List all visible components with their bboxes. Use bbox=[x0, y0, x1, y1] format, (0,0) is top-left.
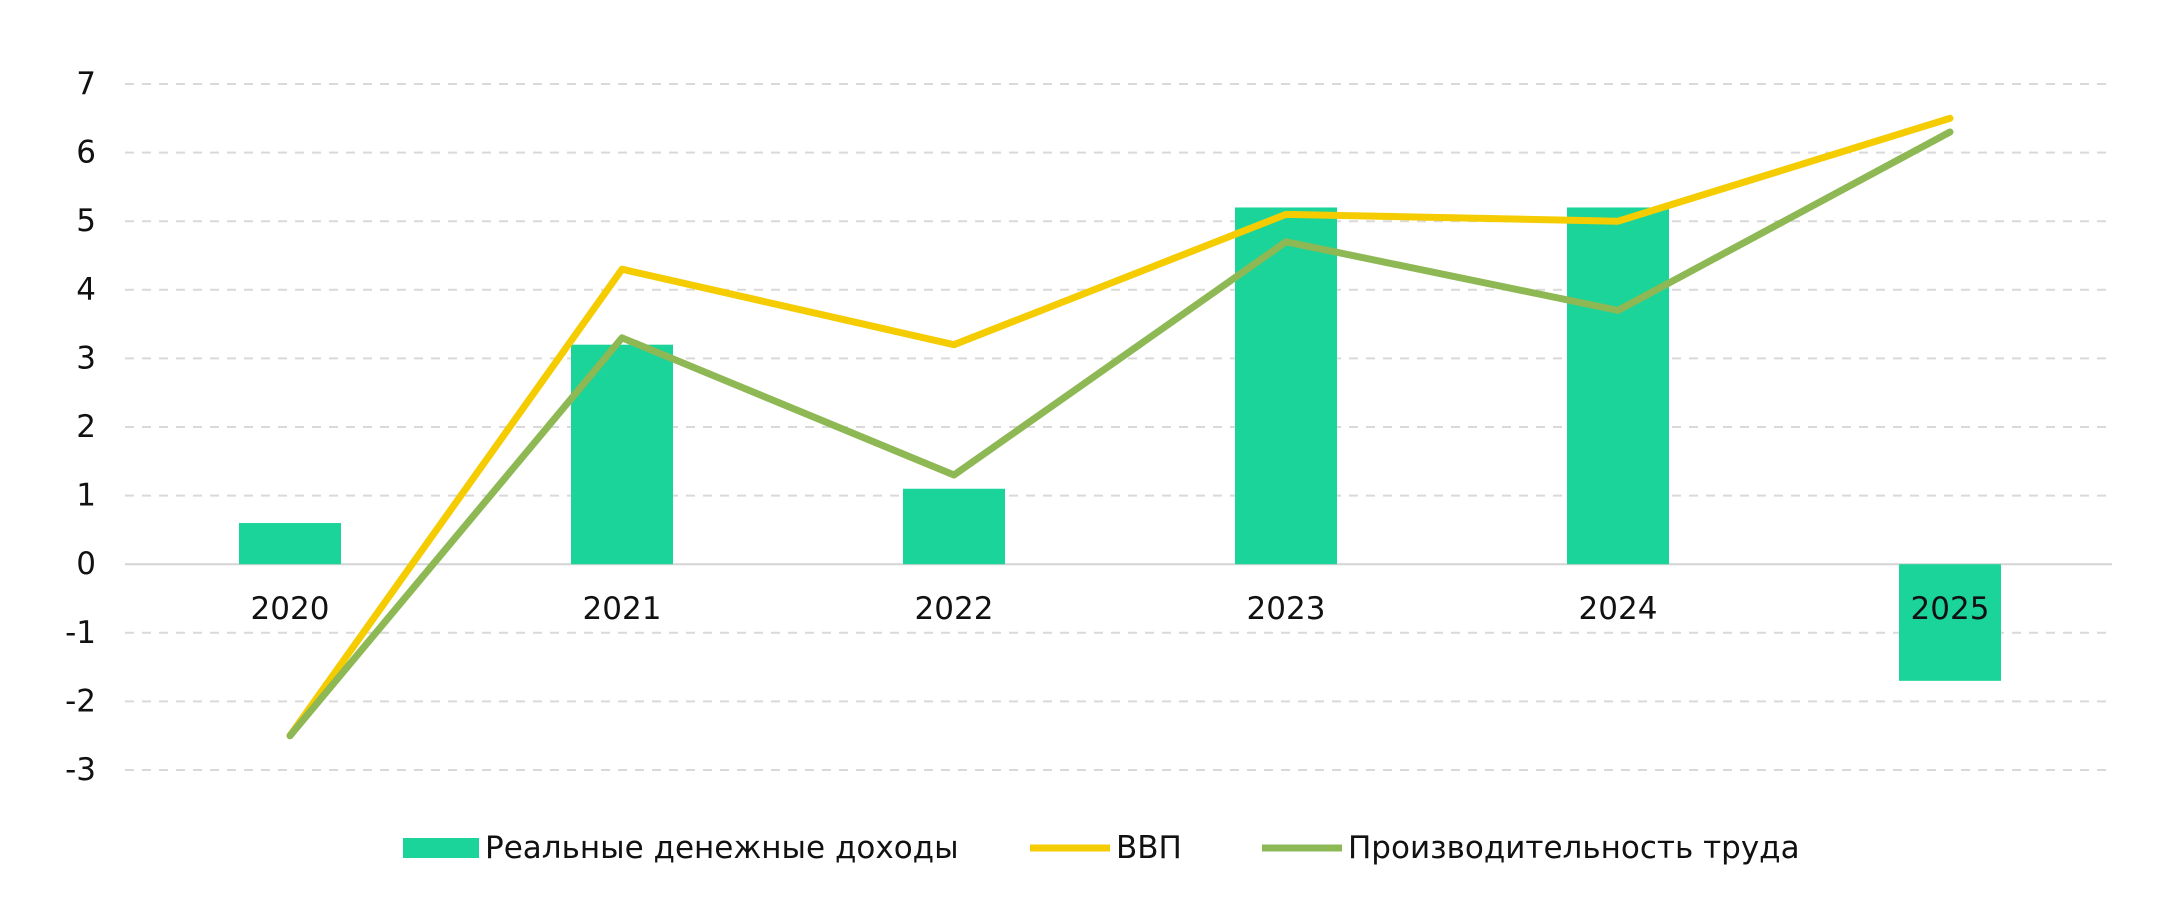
bar-2024 bbox=[1567, 207, 1669, 565]
y-tick-label: 3 bbox=[76, 340, 96, 376]
y-tick-label: 2 bbox=[76, 409, 96, 445]
bar-2025 bbox=[1899, 564, 2001, 681]
y-tick-label: 7 bbox=[76, 66, 96, 102]
line-point-2-2022 bbox=[953, 474, 955, 476]
line-point-2-2024 bbox=[1617, 309, 1619, 311]
legend-swatch-0 bbox=[403, 838, 479, 858]
bar-2022 bbox=[903, 488, 1005, 565]
line-point-1-2022 bbox=[953, 344, 955, 346]
x-tick-label: 2021 bbox=[583, 591, 662, 627]
y-axis-ticks: 7 6 5 4 3 2 1 0 -1 -2 -3 bbox=[65, 66, 96, 788]
y-tick-label: 6 bbox=[76, 135, 96, 171]
x-tick-label: 2023 bbox=[1247, 591, 1326, 627]
y-tick-label: 0 bbox=[76, 546, 96, 582]
legend-label-1: ВВП bbox=[1116, 830, 1182, 866]
y-tick-label: 1 bbox=[76, 478, 96, 514]
legend-swatch-2 bbox=[1262, 844, 1342, 852]
y-tick-label: 5 bbox=[76, 203, 96, 239]
bar-2023 bbox=[1235, 207, 1337, 565]
y-tick-label: -1 bbox=[65, 615, 96, 651]
bar-2020 bbox=[239, 523, 341, 565]
line-point-1-2024 bbox=[1617, 220, 1619, 222]
x-tick-label: 2024 bbox=[1579, 591, 1658, 627]
legend-label-0: Реальные денежные доходы bbox=[485, 830, 959, 866]
y-tick-label: -2 bbox=[65, 683, 96, 719]
series-line-1 bbox=[286, 114, 1954, 740]
x-tick-label: 2022 bbox=[915, 591, 994, 627]
line-point-1-2023 bbox=[1285, 213, 1287, 215]
line-point-1-2025 bbox=[1949, 117, 1951, 119]
legend: Реальные денежные доходы ВВП Производитель… bbox=[403, 830, 1800, 866]
line-point-2-2021 bbox=[621, 337, 623, 339]
x-tick-label: 2020 bbox=[251, 591, 330, 627]
series-line-2 bbox=[286, 128, 1954, 740]
y-tick-label: -3 bbox=[65, 752, 96, 788]
line-point-2-2025 bbox=[1949, 131, 1951, 133]
legend-label-2: Производительность труда bbox=[1348, 830, 1800, 866]
x-tick-label: 2025 bbox=[1911, 591, 1990, 627]
x-axis-ticks: 2020 2021 2022 2023 2024 2025 bbox=[251, 591, 1990, 627]
line-point-1-2021 bbox=[621, 268, 623, 270]
line-layer bbox=[286, 114, 1954, 740]
line-point-2-2020 bbox=[289, 735, 291, 737]
y-tick-label: 4 bbox=[76, 272, 96, 308]
legend-swatch-1 bbox=[1030, 844, 1110, 852]
line-point-2-2023 bbox=[1285, 241, 1287, 243]
grid-layer bbox=[125, 83, 2112, 771]
